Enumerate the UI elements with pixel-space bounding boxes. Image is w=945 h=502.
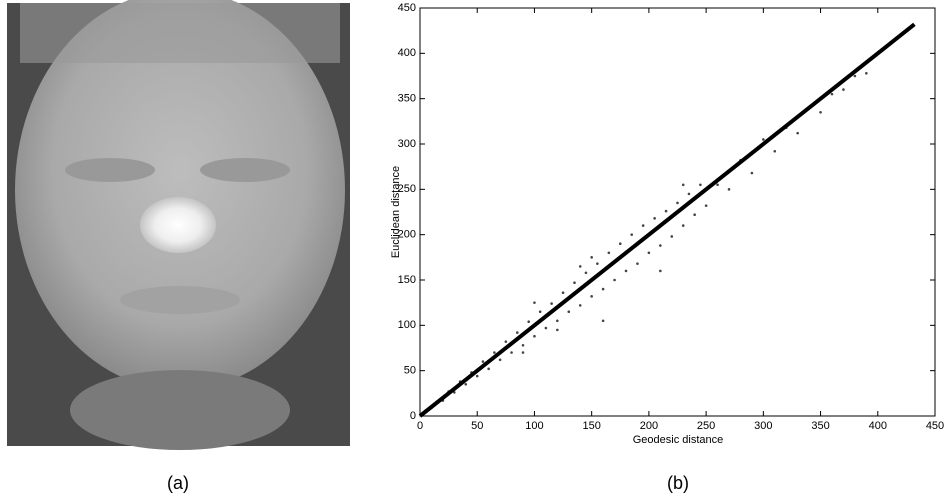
scatter-point — [584, 271, 588, 275]
scatter-point — [561, 291, 565, 294]
scatter-point — [659, 269, 662, 273]
scatter-point — [504, 340, 508, 343]
scatter-point — [727, 188, 731, 191]
scatter-point — [556, 319, 559, 323]
scatter-point — [510, 351, 513, 354]
scatter-point — [556, 328, 559, 332]
scatter-point — [853, 74, 857, 78]
scatter-point — [762, 138, 765, 141]
y-tick-label: 400 — [398, 47, 416, 59]
scatter-point — [796, 131, 799, 135]
scatter-point — [659, 244, 662, 247]
scatter-point — [630, 233, 634, 236]
scatter-point — [487, 367, 490, 371]
x-tick-label: 150 — [582, 420, 600, 432]
x-tick-label: 200 — [640, 420, 658, 432]
scatter-point — [601, 287, 605, 291]
scatter-point — [481, 360, 485, 363]
y-tick-label: 250 — [398, 183, 416, 195]
scatter-point — [716, 183, 719, 187]
y-tick-label: 150 — [398, 274, 416, 286]
x-tick-label: 100 — [525, 420, 543, 432]
scatter-point — [590, 256, 593, 259]
scatter-point — [596, 262, 599, 265]
scatter-point — [521, 343, 525, 347]
scatter-point — [590, 295, 593, 298]
scatter-point — [670, 235, 674, 238]
scatter-point — [773, 149, 777, 153]
scatter-point — [601, 319, 605, 323]
scatter-point — [653, 217, 656, 220]
scatter-point — [515, 331, 519, 334]
scatter-point — [613, 278, 616, 282]
scatter-point — [865, 71, 868, 75]
caption: (a) — [167, 473, 189, 493]
y-tick-label: 50 — [404, 365, 416, 377]
scatter-point — [573, 281, 576, 285]
scatter-point — [567, 310, 571, 314]
scatter-point — [533, 301, 536, 304]
scatter-point — [819, 110, 822, 114]
caption: (b) — [667, 473, 689, 493]
scatter-point — [544, 326, 548, 330]
scatter-point — [607, 251, 611, 255]
y-axis-label: Euclidean distance — [390, 166, 402, 258]
scatter-point — [704, 204, 708, 207]
scatter-point — [699, 183, 702, 187]
y-tick-label: 200 — [398, 229, 416, 241]
x-tick-label: 350 — [811, 420, 829, 432]
x-tick-label: 250 — [697, 420, 715, 432]
scatter-point — [464, 382, 468, 386]
scatter-point — [842, 88, 845, 91]
scatter-point — [533, 334, 536, 338]
scatter-point — [750, 171, 754, 175]
x-tick-label: 50 — [471, 420, 483, 432]
face-image — [7, 0, 350, 450]
scatter-point — [681, 183, 685, 187]
scatter-point — [618, 242, 622, 246]
scatter-point — [647, 251, 651, 255]
fit-line — [418, 22, 916, 418]
scatter-point — [687, 192, 691, 196]
y-tick-label: 300 — [398, 138, 416, 150]
scatter-point — [527, 320, 531, 324]
scatter-point — [538, 310, 542, 314]
y-tick-label: 450 — [398, 2, 416, 14]
x-tick-label: 450 — [926, 420, 944, 432]
scatter-point — [681, 224, 685, 227]
scatter-point — [664, 209, 668, 213]
scatter-point — [641, 224, 645, 227]
scatter-point — [578, 265, 582, 268]
scatter-point — [521, 351, 525, 354]
scatter-point — [830, 92, 834, 96]
scatter-point — [676, 201, 679, 205]
scatter-point — [493, 351, 496, 354]
x-axis-label: Geodesic distance — [633, 434, 724, 446]
y-tick-label: 100 — [398, 319, 416, 331]
y-tick-label: 0 — [410, 410, 416, 422]
plot-frame — [419, 7, 936, 417]
scatter-point — [636, 262, 639, 265]
scatter-point — [624, 269, 628, 273]
x-tick-label: 400 — [869, 420, 887, 432]
x-tick-label: 0 — [417, 420, 423, 432]
y-tick-label: 350 — [398, 93, 416, 105]
scatter-point — [578, 304, 582, 307]
scatter-point — [550, 302, 553, 305]
scatter-point — [475, 374, 479, 378]
scatter-point — [693, 213, 696, 217]
x-tick-label: 300 — [754, 420, 772, 432]
scatter-point — [498, 358, 502, 362]
